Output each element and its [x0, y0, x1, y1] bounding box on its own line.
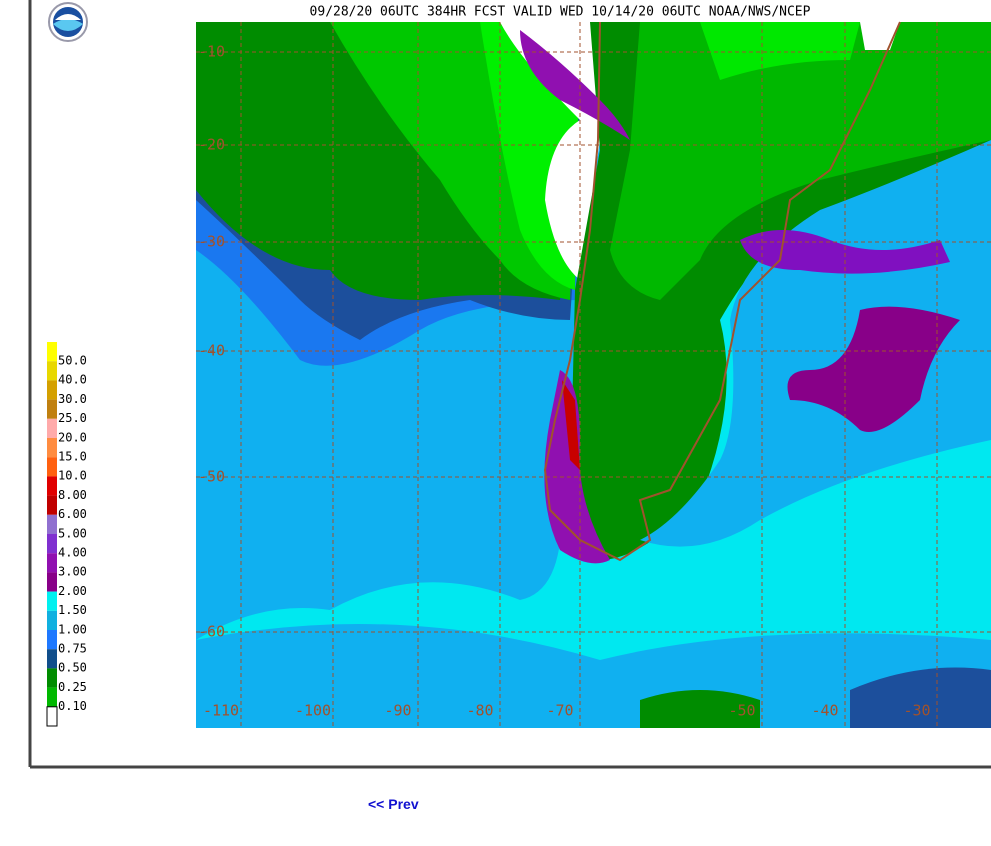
lat-label: -10	[198, 43, 225, 61]
legend-label: 3.00	[58, 565, 87, 579]
legend-swatch	[47, 361, 57, 381]
map-title: 09/28/20 06UTC 384HR FCST VALID WED 10/1…	[310, 5, 811, 20]
legend-swatch	[47, 591, 57, 611]
lon-label: -100	[295, 702, 331, 720]
legend-swatch	[47, 610, 57, 630]
lat-label: -40	[198, 342, 225, 360]
prev-link[interactable]: << Prev	[368, 796, 419, 812]
legend-label: 0.25	[58, 680, 87, 694]
legend-swatch	[47, 553, 57, 573]
legend-swatch	[47, 495, 57, 515]
legend-label: 50.0	[58, 354, 87, 368]
noaa-logo	[48, 2, 88, 42]
legend-swatch	[47, 514, 57, 534]
legend-label: 2.00	[58, 584, 87, 598]
lat-label: -60	[198, 623, 225, 641]
lon-label: -110	[203, 702, 239, 720]
legend-label: 8.00	[58, 488, 87, 502]
lat-label: -20	[198, 136, 225, 154]
legend-swatch	[46, 706, 58, 727]
precip-map	[196, 21, 991, 728]
lon-label: -70	[546, 702, 573, 720]
legend-swatch	[47, 668, 57, 688]
lon-label: -50	[728, 702, 755, 720]
legend-label: 20.0	[58, 430, 87, 444]
legend-label: 4.00	[58, 546, 87, 560]
legend-label: 0.50	[58, 661, 87, 675]
legend-label: 0.10	[58, 699, 87, 713]
lon-label: -90	[384, 702, 411, 720]
legend-label: 40.0	[58, 373, 87, 387]
legend-swatch	[47, 649, 57, 669]
lon-label: -80	[466, 702, 493, 720]
legend-swatch	[47, 534, 57, 554]
legend-swatch	[47, 476, 57, 496]
lat-label: -50	[198, 468, 225, 486]
legend-swatch	[47, 457, 57, 477]
legend-swatch	[47, 418, 57, 438]
legend-label: 15.0	[58, 450, 87, 464]
lon-label: -40	[811, 702, 838, 720]
legend-label: 1.00	[58, 622, 87, 636]
legend-label: 25.0	[58, 411, 87, 425]
legend-label: 0.75	[58, 642, 87, 656]
legend-swatch	[47, 399, 57, 419]
legend-label: 1.50	[58, 603, 87, 617]
legend-swatch	[47, 572, 57, 592]
legend-swatch	[47, 687, 57, 707]
legend-swatch	[47, 630, 57, 650]
legend-label: 6.00	[58, 507, 87, 521]
legend-label: 30.0	[58, 392, 87, 406]
legend-label: 10.0	[58, 469, 87, 483]
lon-label: -30	[903, 702, 930, 720]
legend-swatch	[47, 342, 57, 362]
legend-label: 5.00	[58, 526, 87, 540]
lat-label: -30	[198, 233, 225, 251]
legend-swatch	[47, 380, 57, 400]
legend-swatch	[47, 438, 57, 458]
